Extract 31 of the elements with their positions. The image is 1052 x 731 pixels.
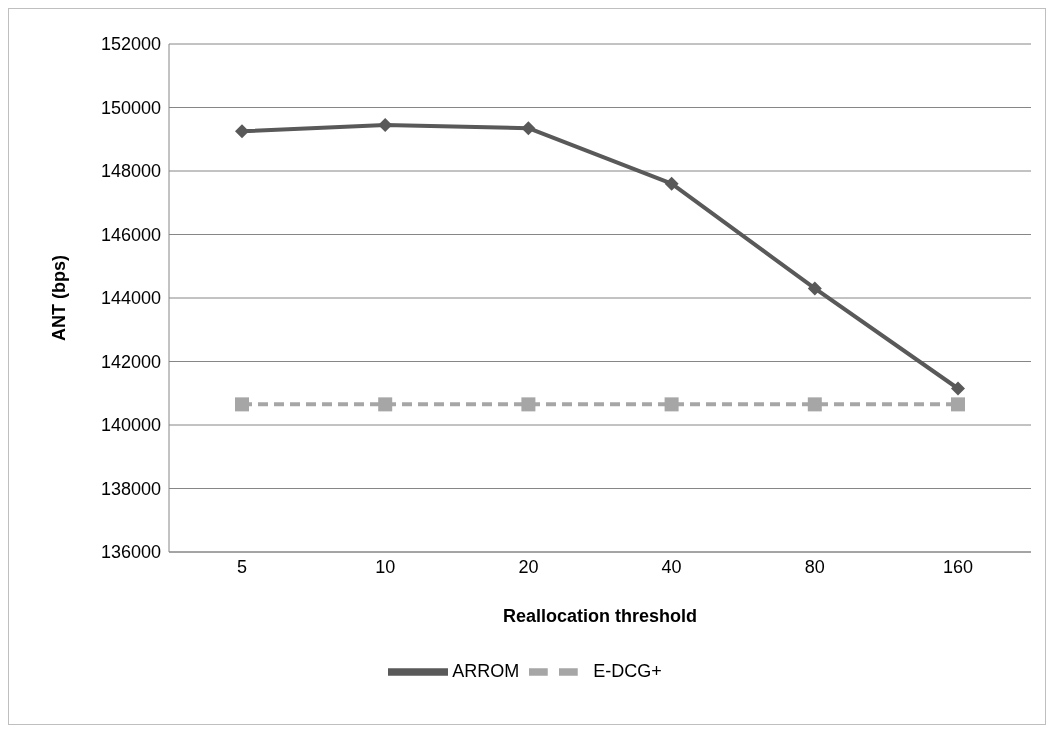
point	[521, 121, 536, 136]
y-tick-label: 150000	[100, 97, 161, 118]
point	[521, 397, 536, 412]
y-tick-label: 148000	[100, 161, 161, 182]
point	[807, 281, 822, 296]
y-tick-label: 144000	[100, 288, 161, 309]
x-tick-label: 80	[804, 556, 825, 577]
point	[807, 397, 822, 412]
point	[664, 176, 679, 191]
x-tick-label: 10	[375, 556, 396, 577]
y-tick-label: 152000	[100, 34, 161, 55]
legend-label: E-DCG+	[593, 660, 662, 681]
y-tick-label: 140000	[100, 415, 161, 436]
y-tick-label: 136000	[100, 542, 161, 563]
y-tick-label: 138000	[100, 478, 161, 499]
point	[951, 397, 965, 412]
x-tick-label: 40	[661, 556, 682, 577]
point	[951, 381, 965, 396]
x-axis-title: Reallocation threshold	[502, 606, 698, 626]
y-tick-label: 142000	[100, 351, 161, 372]
y-axis-title: ANT (bps)	[49, 255, 70, 341]
point	[378, 397, 393, 412]
y-tick-label: 146000	[100, 224, 161, 245]
legend-label: ARROM	[452, 660, 520, 681]
point	[235, 397, 249, 412]
x-tick-label: 20	[518, 556, 539, 577]
point	[378, 117, 393, 132]
x-tick-label: 160	[942, 556, 974, 577]
point	[664, 397, 679, 412]
point	[235, 124, 249, 139]
x-tick-label: 5	[236, 556, 248, 577]
